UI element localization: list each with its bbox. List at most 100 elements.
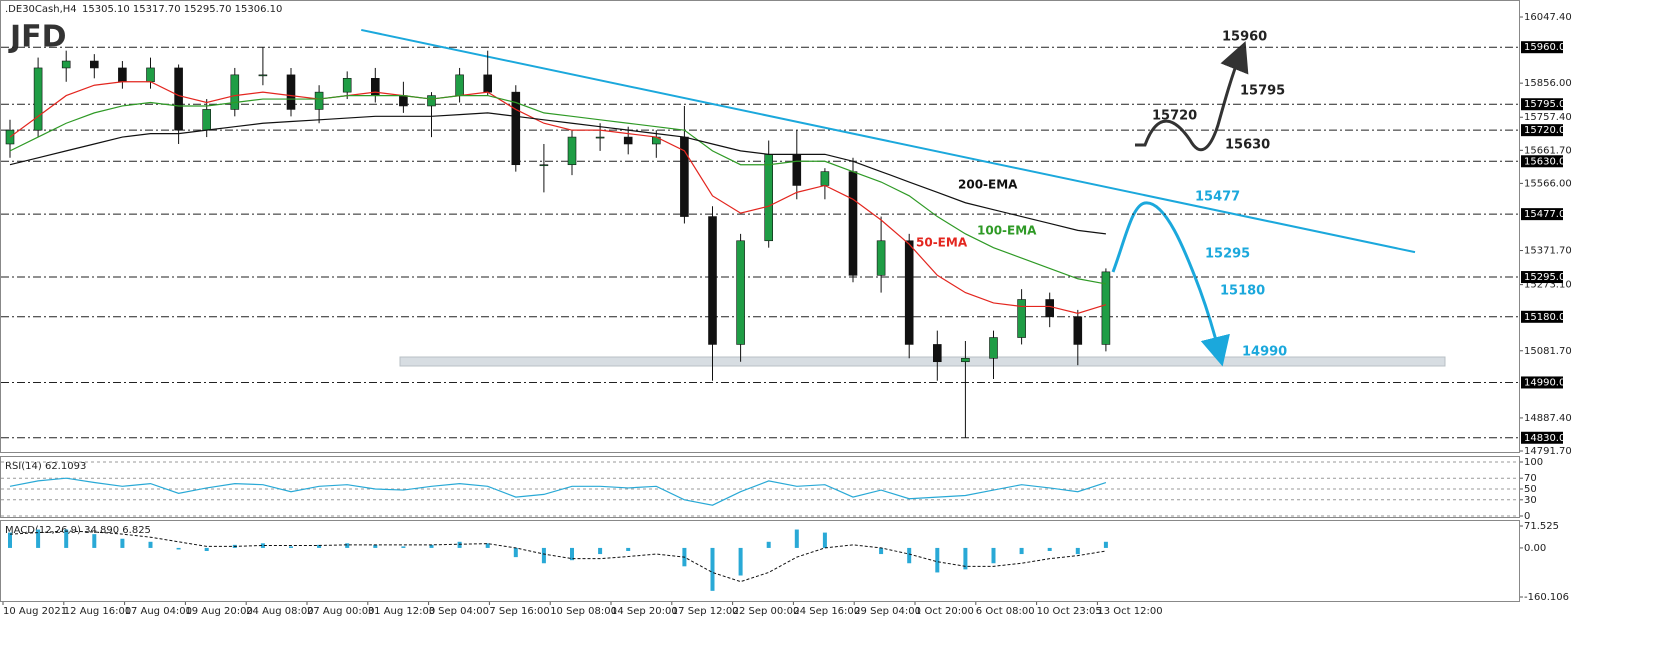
y-tick-label: 15081.70 — [1524, 346, 1572, 357]
macd-bar — [148, 541, 153, 548]
level-annotation: 15720 — [1152, 109, 1197, 124]
macd-bar — [429, 544, 434, 548]
candle-body — [90, 60, 99, 69]
x-tick-label: 10 Sep 08:00 — [550, 606, 617, 617]
level-box — [1521, 155, 1563, 168]
ema-label: 200-EMA — [958, 178, 1018, 192]
level-axis-label: 14830.00 — [1524, 433, 1572, 444]
candle-body — [286, 74, 296, 110]
x-tick-label: 10 Oct 23:05 — [1037, 606, 1102, 617]
macd-bar — [345, 543, 350, 548]
level-axis-label: 15477.00 — [1524, 209, 1572, 220]
macd-bar — [485, 543, 490, 548]
y-tick-label: 0.00 — [1524, 543, 1546, 554]
x-tick-label: 22 Sep 00:00 — [733, 606, 800, 617]
macd-bar — [260, 543, 265, 548]
macd-bar — [36, 529, 41, 548]
x-tick-label: 27 Aug 00:00 — [307, 606, 374, 617]
y-tick-label: -160.106 — [1524, 592, 1569, 603]
level-box — [1521, 208, 1563, 221]
level-box — [1521, 376, 1563, 389]
level-axis-label: 15720.00 — [1524, 125, 1572, 136]
y-tick-label: 15757.40 — [1524, 112, 1572, 123]
macd-bar — [570, 547, 574, 561]
candle-body — [736, 240, 745, 345]
x-tick-label: 10 Aug 2021 — [3, 606, 67, 617]
macd-bar — [1103, 541, 1108, 548]
macd-bar — [935, 547, 940, 573]
candle-body — [342, 78, 352, 93]
y-tick-label: 15661.70 — [1524, 145, 1572, 156]
macd-frame — [0, 520, 1520, 602]
candle-body — [1101, 271, 1111, 345]
x-tick-label: 6 Oct 08:00 — [976, 606, 1035, 617]
candle-body — [567, 136, 577, 166]
level-annotation: 15477 — [1195, 190, 1240, 205]
macd-title: MACD(12,26,9) 34.890 6.825 — [5, 525, 151, 536]
y-tick-label: 71.525 — [1524, 521, 1559, 532]
ema-label: 100-EMA — [977, 224, 1037, 238]
candle-body — [230, 74, 240, 110]
x-tick-label: 31 Aug 12:00 — [368, 606, 435, 617]
quote: 15305.10 15317.70 15295.70 15306.10 — [82, 4, 282, 15]
candle-body — [1017, 299, 1026, 338]
macd-bar — [120, 538, 125, 548]
x-tick-label: 12 Aug 16:00 — [64, 606, 131, 617]
macd-bar — [738, 547, 743, 576]
macd-bar — [794, 529, 799, 548]
level-box — [1521, 124, 1563, 137]
macd-bar — [204, 547, 209, 551]
candle-body — [33, 67, 43, 131]
x-tick-label: 24 Aug 08:00 — [246, 606, 313, 617]
macd-bar — [176, 547, 181, 550]
candle-body — [455, 74, 464, 96]
y-tick-label: 15856.00 — [1524, 78, 1572, 89]
x-tick-label: 1 Oct 20:00 — [915, 606, 974, 617]
x-tick-label: 7 Sep 16:00 — [489, 606, 549, 617]
macd-bar — [822, 532, 827, 548]
symbol: .DE30Cash,H4 — [5, 4, 77, 15]
y-tick-label: 0 — [1524, 511, 1530, 522]
macd-bar — [64, 529, 69, 548]
macd-bar — [598, 547, 603, 555]
candle-body — [1045, 299, 1054, 318]
level-annotation: 15295 — [1205, 247, 1250, 262]
x-tick-label: 14 Sep 20:00 — [611, 606, 678, 617]
x-tick-label: 3 Sep 04:00 — [429, 606, 489, 617]
candle-body — [848, 171, 858, 276]
candle-body — [595, 136, 605, 139]
level-box — [1521, 41, 1563, 54]
level-axis-label: 15960.00 — [1524, 42, 1572, 53]
x-tick-label: 19 Aug 20:00 — [185, 606, 252, 617]
candle-body — [511, 91, 521, 166]
level-box — [1521, 98, 1563, 111]
level-annotation: 15960 — [1222, 30, 1267, 45]
candle-body — [146, 67, 155, 83]
candle-body — [258, 74, 268, 77]
y-tick-label: 30 — [1524, 495, 1537, 506]
macd-bar — [626, 547, 631, 551]
candle-body — [539, 164, 549, 167]
candle-body — [764, 154, 774, 242]
level-box — [1521, 431, 1563, 444]
scenario-arrow — [1135, 41, 1249, 152]
candle-body — [904, 240, 914, 345]
candle-body — [427, 95, 436, 107]
candle-body — [61, 60, 71, 69]
macd-bar — [879, 547, 884, 555]
signal-line — [9, 530, 1106, 583]
rsi-frame — [0, 456, 1520, 518]
level-annotation: 14990 — [1242, 345, 1287, 360]
x-tick-label: 17 Sep 12:00 — [672, 606, 739, 617]
y-tick-label: 14887.40 — [1524, 413, 1572, 424]
candle-body — [876, 240, 886, 276]
trendline — [361, 28, 1416, 254]
macd-bar — [991, 547, 996, 564]
macd-bar — [289, 546, 293, 548]
macd-bar — [317, 544, 322, 548]
y-tick-label: 50 — [1524, 484, 1537, 495]
candle-body — [483, 74, 493, 93]
macd-bar — [8, 532, 12, 548]
macd-bar — [1019, 547, 1024, 555]
